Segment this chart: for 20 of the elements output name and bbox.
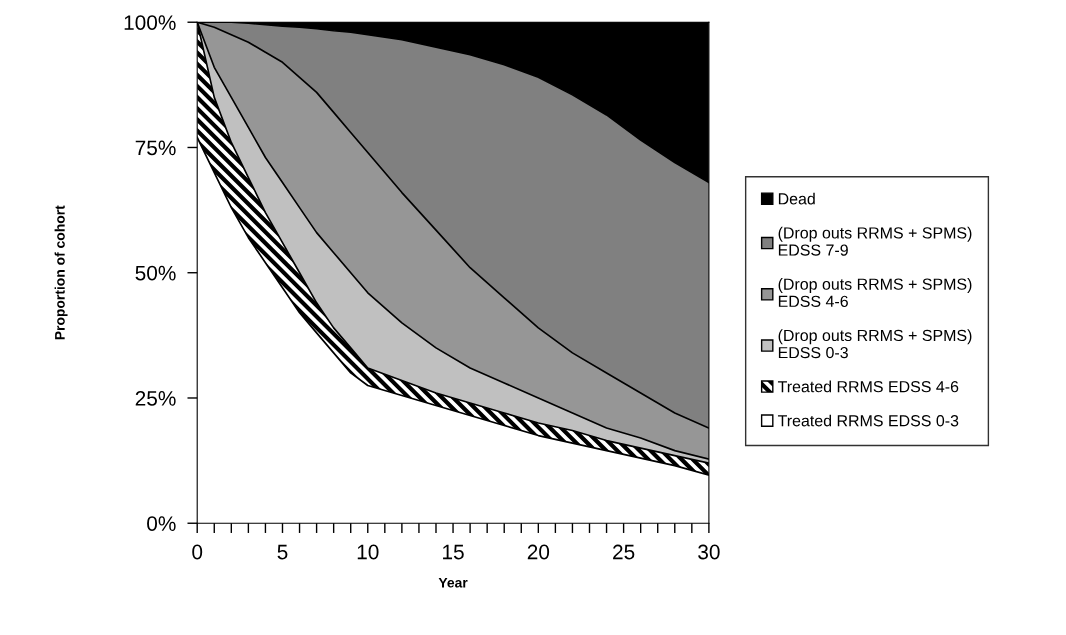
y-tick-label: 0% — [147, 516, 176, 531]
x-tick-label: 10 — [357, 544, 379, 560]
x-tick-label: 0 — [192, 544, 203, 560]
legend-label: Dead — [778, 192, 815, 205]
legend-label: (Drop outs RRMS + SPMS) EDSS 7-9 — [778, 226, 972, 256]
y-tick-label: 75% — [135, 140, 176, 156]
x-tick-label: 20 — [527, 544, 550, 560]
x-tick-label: 25 — [613, 544, 635, 560]
legend-label: (Drop outs RRMS + SPMS) EDSS 4-6 — [778, 278, 972, 308]
y-axis-title: Proportion of cohort — [54, 205, 68, 340]
legend-label: Treated RRMS EDSS 0-3 — [777, 414, 959, 427]
y-tick-label: 50% — [135, 265, 176, 281]
y-tick-label: 100% — [124, 15, 176, 30]
x-tick-label: 30 — [698, 544, 720, 560]
legend-label: Treated RRMS EDSS 4-6 — [777, 380, 959, 393]
x-tick-label: 5 — [277, 544, 288, 560]
x-axis-title: Year — [438, 577, 468, 588]
x-tick-label: 15 — [443, 544, 464, 560]
legend-label: (Drop outs RRMS + SPMS) EDSS 0-3 — [778, 329, 972, 359]
y-tick-label: 25% — [135, 390, 176, 406]
